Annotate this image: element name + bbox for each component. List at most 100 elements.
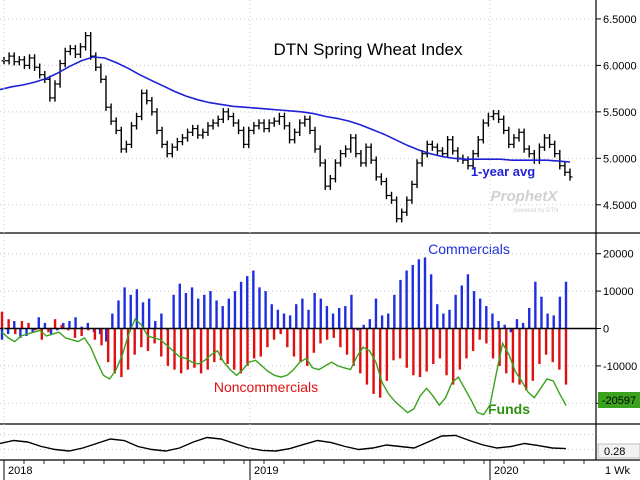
commercials-bar <box>387 313 390 329</box>
noncommercials-bar <box>173 328 176 370</box>
avg-line-label: 1-year avg <box>471 164 535 179</box>
noncommercials-bar <box>385 328 389 381</box>
commercials-bar <box>442 313 445 329</box>
noncommercials-bar <box>345 328 349 355</box>
commercials-bar <box>393 294 396 329</box>
funds-last-value: -20597 <box>602 395 636 407</box>
noncommercials-bar <box>398 328 402 359</box>
cot-tick-label: 20000 <box>603 249 634 261</box>
noncommercials-bar <box>339 328 342 348</box>
noncommercials-bar <box>471 328 475 351</box>
commercials-bar <box>270 304 273 329</box>
noncommercials-bar <box>498 328 501 366</box>
noncommercials-bar <box>179 328 183 374</box>
noncommercials-bar <box>213 328 216 363</box>
noncommercials-bar <box>531 328 535 381</box>
noncommercials-bar <box>126 328 130 370</box>
price-gridlines <box>0 18 596 206</box>
commercials-bar <box>74 317 77 329</box>
chart-title: DTN Spring Wheat Index <box>274 40 463 59</box>
commercials-bar <box>160 313 163 329</box>
commercials-bar <box>25 328 28 336</box>
commercials-bar <box>141 302 145 329</box>
noncommercials-bar <box>14 328 17 335</box>
commercials-bar <box>307 309 310 329</box>
commercials-bar <box>374 298 378 329</box>
noncommercials-bar <box>458 328 462 370</box>
commercials-bar <box>454 294 457 329</box>
commercials-bar <box>380 315 384 329</box>
noncommercials-bar <box>166 328 170 366</box>
commercials-bar <box>540 296 543 329</box>
price-tick-label: 5.0000 <box>603 153 637 165</box>
year-label: 2020 <box>494 465 518 477</box>
noncommercials-bars <box>0 311 568 398</box>
noncommercials-label: Noncommercials <box>214 379 318 395</box>
oscillator-line <box>0 434 567 452</box>
commercials-bar <box>190 287 194 329</box>
commercials-bar <box>215 300 218 329</box>
commercials-bar <box>411 264 414 329</box>
noncommercials-bar <box>332 328 335 338</box>
commercials-bar <box>368 319 372 329</box>
noncommercials-bar <box>133 328 136 355</box>
noncommercials-bar <box>306 328 309 366</box>
year-label: 2018 <box>8 465 32 477</box>
price-tick-label: 6.0000 <box>603 60 637 72</box>
noncommercials-bar <box>87 328 90 331</box>
commercials-bar <box>196 298 200 329</box>
commercials-bar <box>528 307 531 329</box>
commercials-bar <box>227 298 231 329</box>
commercials-bar <box>558 296 562 329</box>
commercials-bar <box>282 313 286 329</box>
commercials-bar <box>362 324 365 329</box>
commercials-bar <box>111 313 114 329</box>
commercials-bar <box>31 328 34 333</box>
noncommercials-bar <box>113 328 116 374</box>
noncommercials-bar <box>67 328 70 331</box>
funds-last-value-box: -20597 <box>598 392 640 408</box>
commercials-bar <box>472 291 476 329</box>
commercials-bar <box>80 326 83 329</box>
commercials-bar <box>178 283 181 329</box>
commercials-bar <box>37 317 40 329</box>
noncommercials-bar <box>392 328 395 361</box>
noncommercials-bar <box>452 328 455 385</box>
commercials-bar <box>49 328 53 335</box>
commercials-bar <box>184 292 188 329</box>
year-label: 2019 <box>254 465 278 477</box>
commercials-bar <box>0 328 4 340</box>
noncommercials-bar <box>564 328 568 385</box>
noncommercials-bar <box>465 328 468 359</box>
cot-tick-label: 10000 <box>603 286 634 298</box>
prophetx-watermark: ProphetX powered by DTN <box>491 188 559 214</box>
commercials-bar <box>6 328 10 335</box>
cot-tick-label: -10000 <box>603 361 637 373</box>
commercials-bar <box>129 294 132 329</box>
funds-label: Funds <box>488 401 530 417</box>
watermark-subtext: powered by DTN <box>513 208 558 214</box>
commercials-bar <box>86 322 90 329</box>
oscillator-gridlines <box>0 434 596 450</box>
commercials-bar <box>534 281 537 329</box>
noncommercials-bar <box>286 328 289 348</box>
commercials-bar <box>13 321 16 329</box>
noncommercials-bar <box>206 328 209 370</box>
commercials-bar <box>105 328 108 342</box>
noncommercials-bar <box>299 328 302 363</box>
price-pane: DTN Spring Wheat Index 1-year avg Prophe… <box>0 18 596 223</box>
noncommercials-bar <box>80 328 83 336</box>
cot-pane: Commercials Noncommercials Funds <box>0 241 596 417</box>
noncommercials-bar <box>27 322 30 329</box>
noncommercials-bar <box>544 328 548 355</box>
noncommercials-bar <box>140 328 143 348</box>
noncommercials-bar <box>47 328 50 333</box>
commercials-bar <box>515 319 519 329</box>
commercials-bar <box>460 285 463 329</box>
noncommercials-bar <box>524 328 528 391</box>
commercials-bar <box>264 291 267 329</box>
noncommercials-bar <box>405 328 408 368</box>
oscillator-pane <box>0 434 596 452</box>
commercials-bar <box>564 281 568 329</box>
noncommercials-bar <box>106 328 110 363</box>
